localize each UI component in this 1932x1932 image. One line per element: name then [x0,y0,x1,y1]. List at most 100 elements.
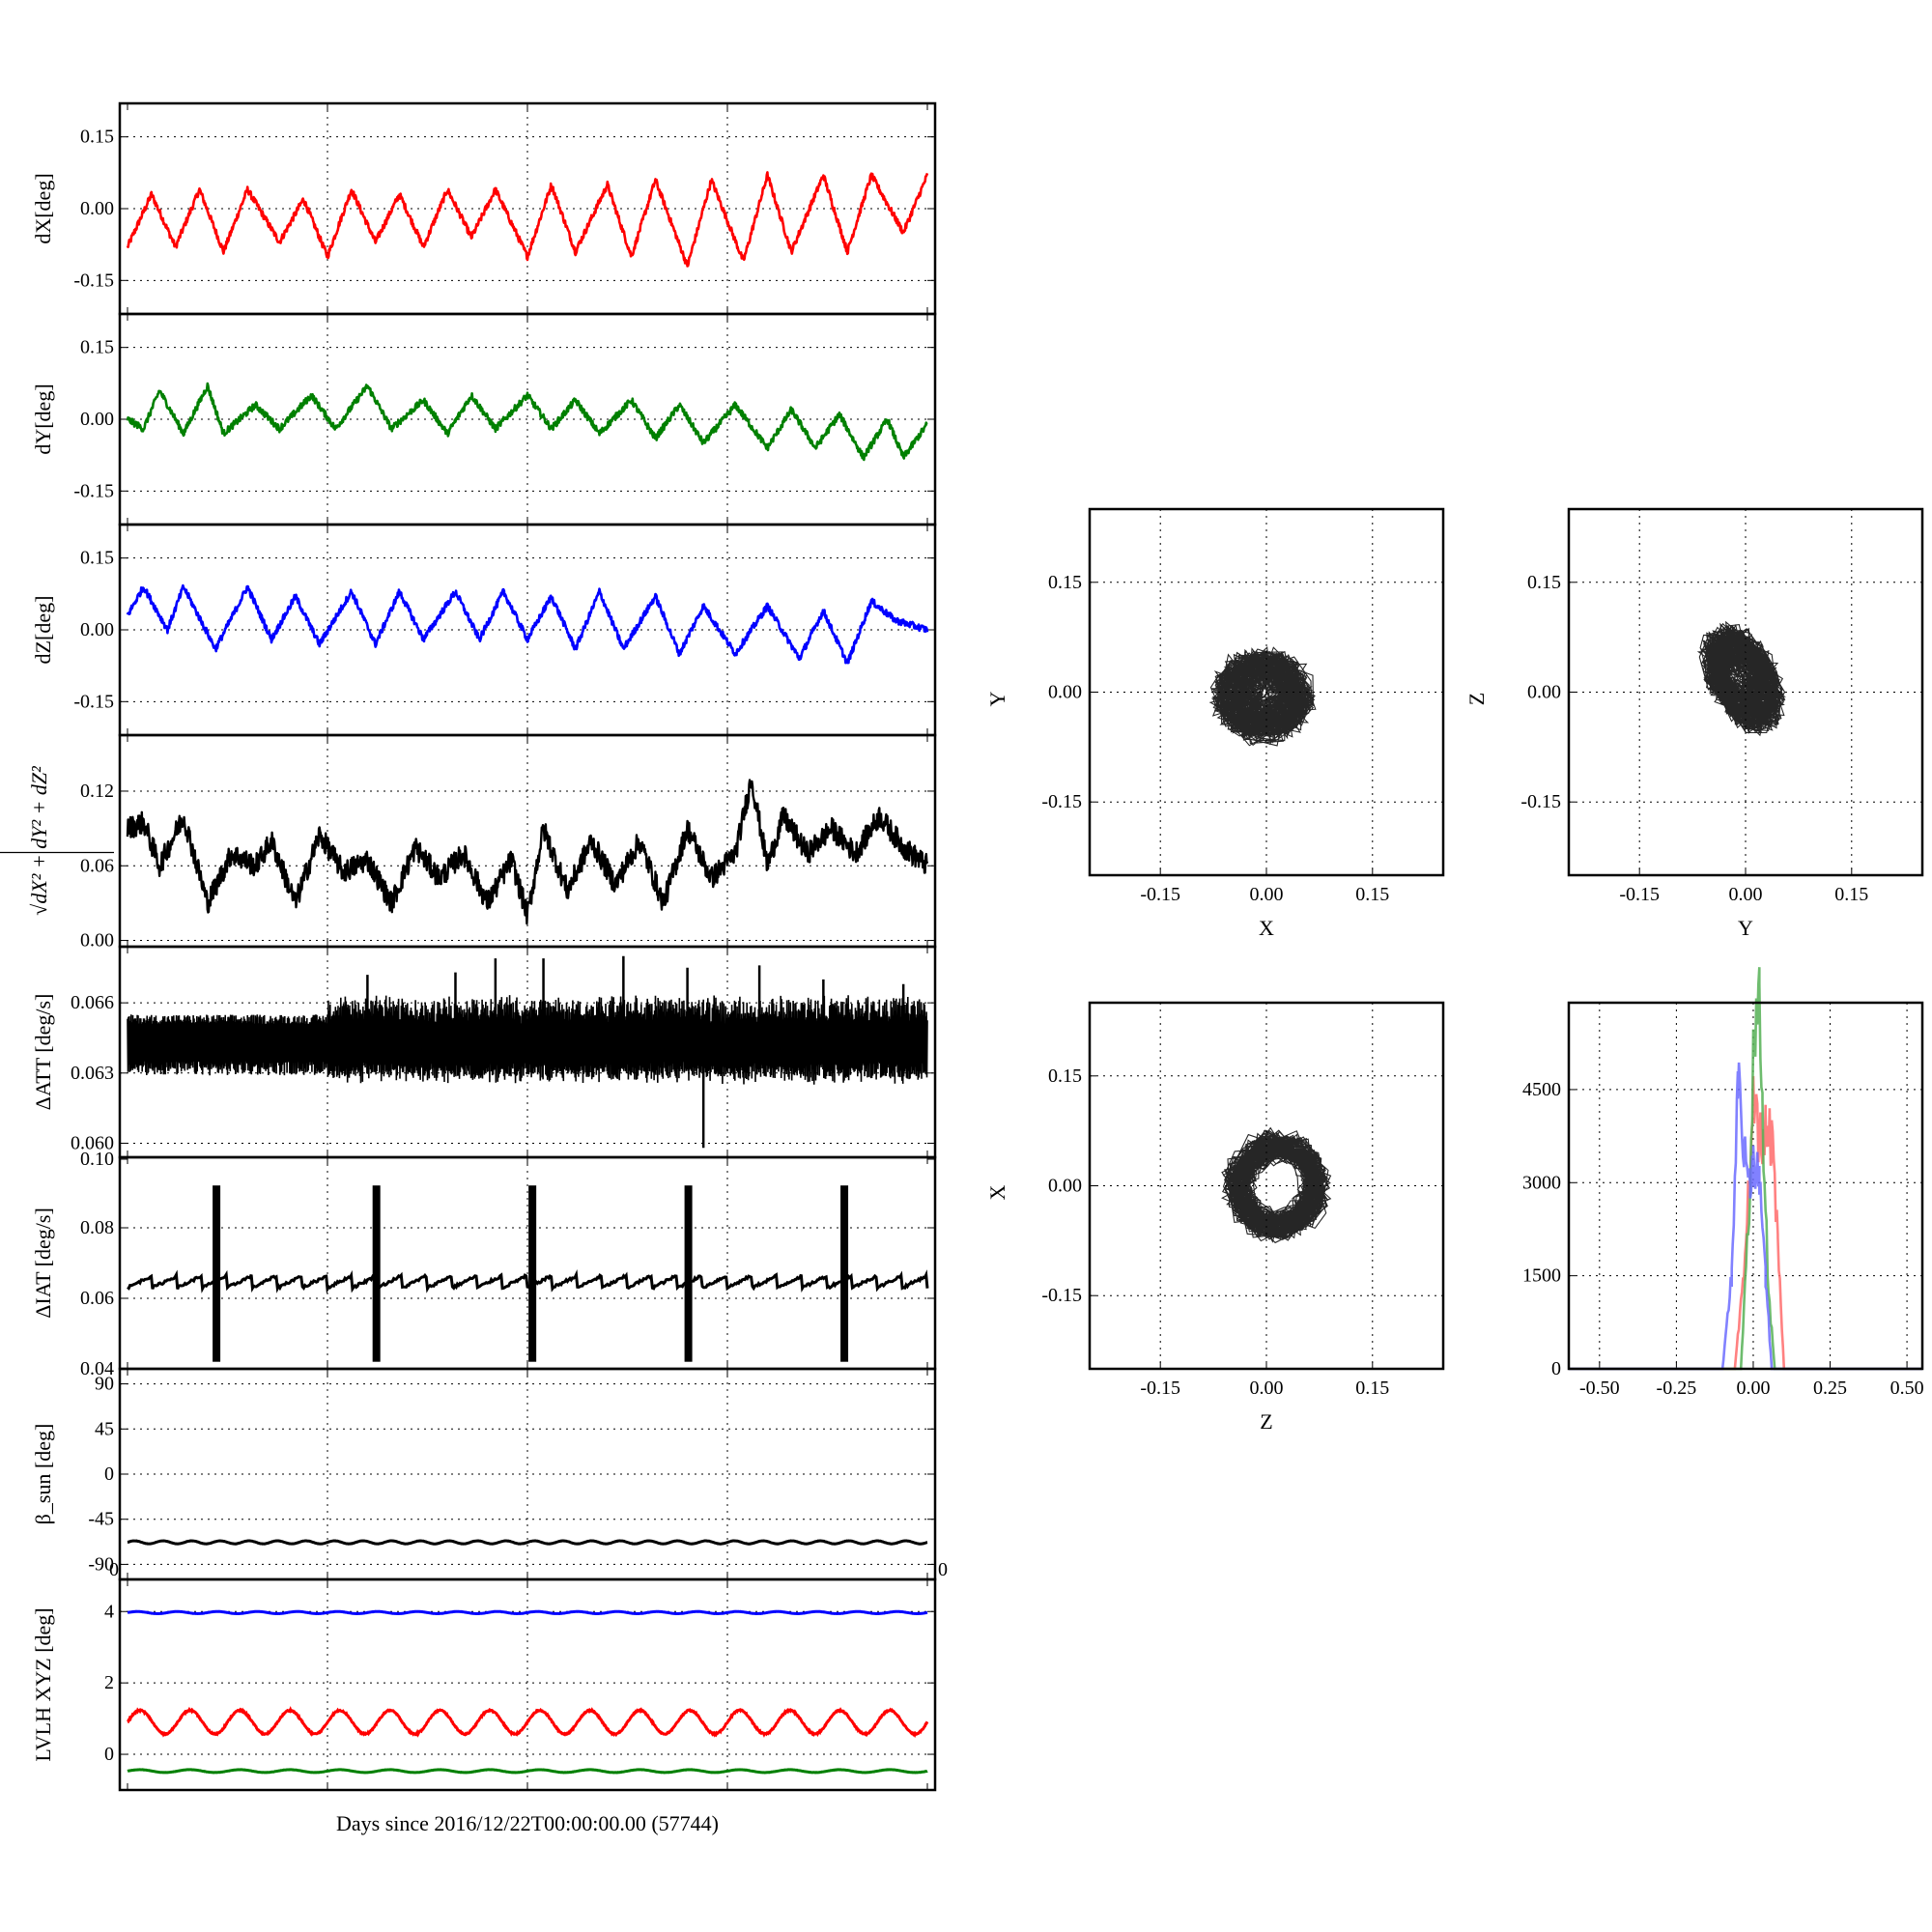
y-tick-label: -0.15 [1041,1285,1082,1306]
y-tick-label: 0.06 [80,855,114,876]
x-tick-label: 0.00 [1729,884,1763,905]
panel-YZ: -0.15 0.00 0.15 0.15 0.00 -0.15 Y Z [1464,507,1924,940]
y-axis-label: ΔATT [deg/s] [31,994,55,1111]
y-axis-label: √dX² + dY² + dZ² [27,766,51,916]
y-axis-label: Y [985,691,1009,706]
y-tick-label: 0.08 [80,1217,114,1238]
panel-dATT: 0.066 0.063 0.060 ΔATT [deg/s] [31,945,937,1159]
y-axis-label: LVLH XYZ [deg] [31,1607,55,1761]
corner-tick-label: 0 [109,1559,119,1580]
x-tick-label: 0.00 [1736,1378,1770,1399]
panel-frame [1088,1001,1445,1371]
x-tick-label: 0.50 [1890,1378,1924,1399]
y-tick-label: 4500 [1522,1079,1561,1100]
burst-mark [372,1185,381,1362]
histogram-line [1569,1062,1922,1371]
panel-dZ: 0.15 0.00 -0.15 dZ[deg] [31,523,937,737]
y-tick-label: 0.00 [80,930,114,952]
x-tick-label: -0.50 [1579,1378,1620,1399]
y-axis-label: Z [1464,693,1489,705]
x-axis-label: Days since 2016/12/22T00:00:00.00 (57744… [336,1811,719,1835]
y-tick-label: -0.15 [73,691,114,712]
x-tick-label: -0.25 [1657,1378,1697,1399]
x-tick-label: 0.15 [1355,884,1389,905]
y-tick-label: 0.066 [71,992,114,1013]
y-axis-label: dZ[deg] [31,596,55,665]
panel-dX: 0.15 0.00 -0.15 dX[deg] [31,101,937,316]
series-line [126,583,929,665]
y-tick-label: 0.04 [80,1358,114,1379]
y-tick-label: 0 [1551,1358,1561,1379]
x-tick-label: 0.00 [1250,1378,1284,1399]
y-tick-label: 0.06 [80,1288,114,1309]
y-axis-label: ΔIAT [deg/s] [31,1208,55,1319]
y-tick-label: 0.063 [71,1063,114,1084]
panel-ZX: -0.15 0.00 0.15 0.15 0.00 -0.15 Z X [985,1001,1445,1434]
x-tick-label: -0.15 [1619,884,1660,905]
y-tick-label: 0.12 [80,781,114,802]
corner-tick-label: 0 [938,1559,948,1580]
series-line [127,1609,928,1616]
y-axis-label: β_sun [deg] [31,1424,55,1525]
y-axis-label: dX[deg] [31,173,55,243]
panel-dY: 0.15 0.00 -0.15 dY[deg] [31,312,937,526]
y-tick-label: 0.15 [1527,572,1561,593]
y-axis-label: X [985,1184,1009,1200]
y-tick-label: 45 [95,1418,114,1439]
trajectory-trace [1208,646,1317,747]
histogram-line [1569,1075,1922,1371]
panel-dIAT: 0.10 0.08 0.06 0.04 ΔIAT [deg/s] [31,1149,937,1379]
y-tick-label: 0.15 [80,127,114,148]
burst-mark [684,1185,693,1362]
panel-lvlh: 4 2 0 LVLH XYZ [deg] 0 0 [31,1559,948,1792]
y-tick-label: 0.00 [80,409,114,430]
y-tick-label: 0.15 [1048,1065,1082,1087]
panel-dR: 0.12 0.06 0.00 √dX² + dY² + dZ² [0,733,937,952]
panel-frame [1567,507,1924,877]
y-tick-label: -0.15 [73,480,114,501]
y-tick-label: -45 [88,1509,114,1530]
y-tick-label: -90 [88,1553,114,1575]
trajectory-trace [1221,1126,1332,1244]
y-tick-label: 3000 [1522,1172,1561,1193]
x-tick-label: 0.15 [1355,1378,1389,1399]
series-line [127,1269,929,1294]
series-line [126,779,929,925]
y-tick-label: 2 [104,1672,114,1693]
series-line [126,382,928,462]
y-tick-label: 0.15 [80,337,114,358]
y-axis-label: dY[deg] [31,384,55,454]
series-line [127,1768,928,1775]
y-tick-label: -0.15 [73,270,114,291]
y-tick-label: 0 [104,1463,114,1485]
y-tick-label: 0.00 [1048,1176,1082,1197]
y-tick-label: 0.00 [1527,682,1561,703]
x-axis-label: Z [1260,1409,1272,1434]
histogram-line [1569,967,1922,1371]
y-tick-label: 0.00 [1048,682,1082,703]
x-tick-label: 0.15 [1834,884,1868,905]
y-tick-label: 1500 [1522,1265,1561,1287]
y-tick-label: 0.15 [1048,572,1082,593]
panel-frame [118,1155,937,1371]
y-tick-label: 0 [104,1744,114,1765]
x-tick-label: -0.15 [1140,884,1180,905]
panel-frame [1567,1001,1924,1371]
y-tick-label: 0.10 [80,1149,114,1170]
x-axis-label: X [1259,916,1274,940]
panel-hist: -0.50 -0.25 0.00 0.25 0.50 4500 3000 1500 0 [1522,967,1924,1399]
series-line [127,995,928,1085]
panel-XY: -0.15 0.00 0.15 0.15 0.00 -0.15 X Y [985,507,1445,940]
burst-mark [840,1185,849,1362]
series-line [127,1539,928,1546]
x-tick-label: -0.15 [1140,1378,1180,1399]
y-tick-label: 0.060 [71,1132,114,1153]
panel-frame [1088,507,1445,877]
y-tick-label: 0.00 [80,619,114,640]
burst-mark [213,1185,221,1362]
y-tick-label: 0.15 [80,548,114,569]
panel-beta: 90 45 0 -45 -90 β_sun [deg] [31,1367,937,1581]
trajectory-trace [1696,620,1786,737]
x-tick-label: 0.25 [1813,1378,1847,1399]
